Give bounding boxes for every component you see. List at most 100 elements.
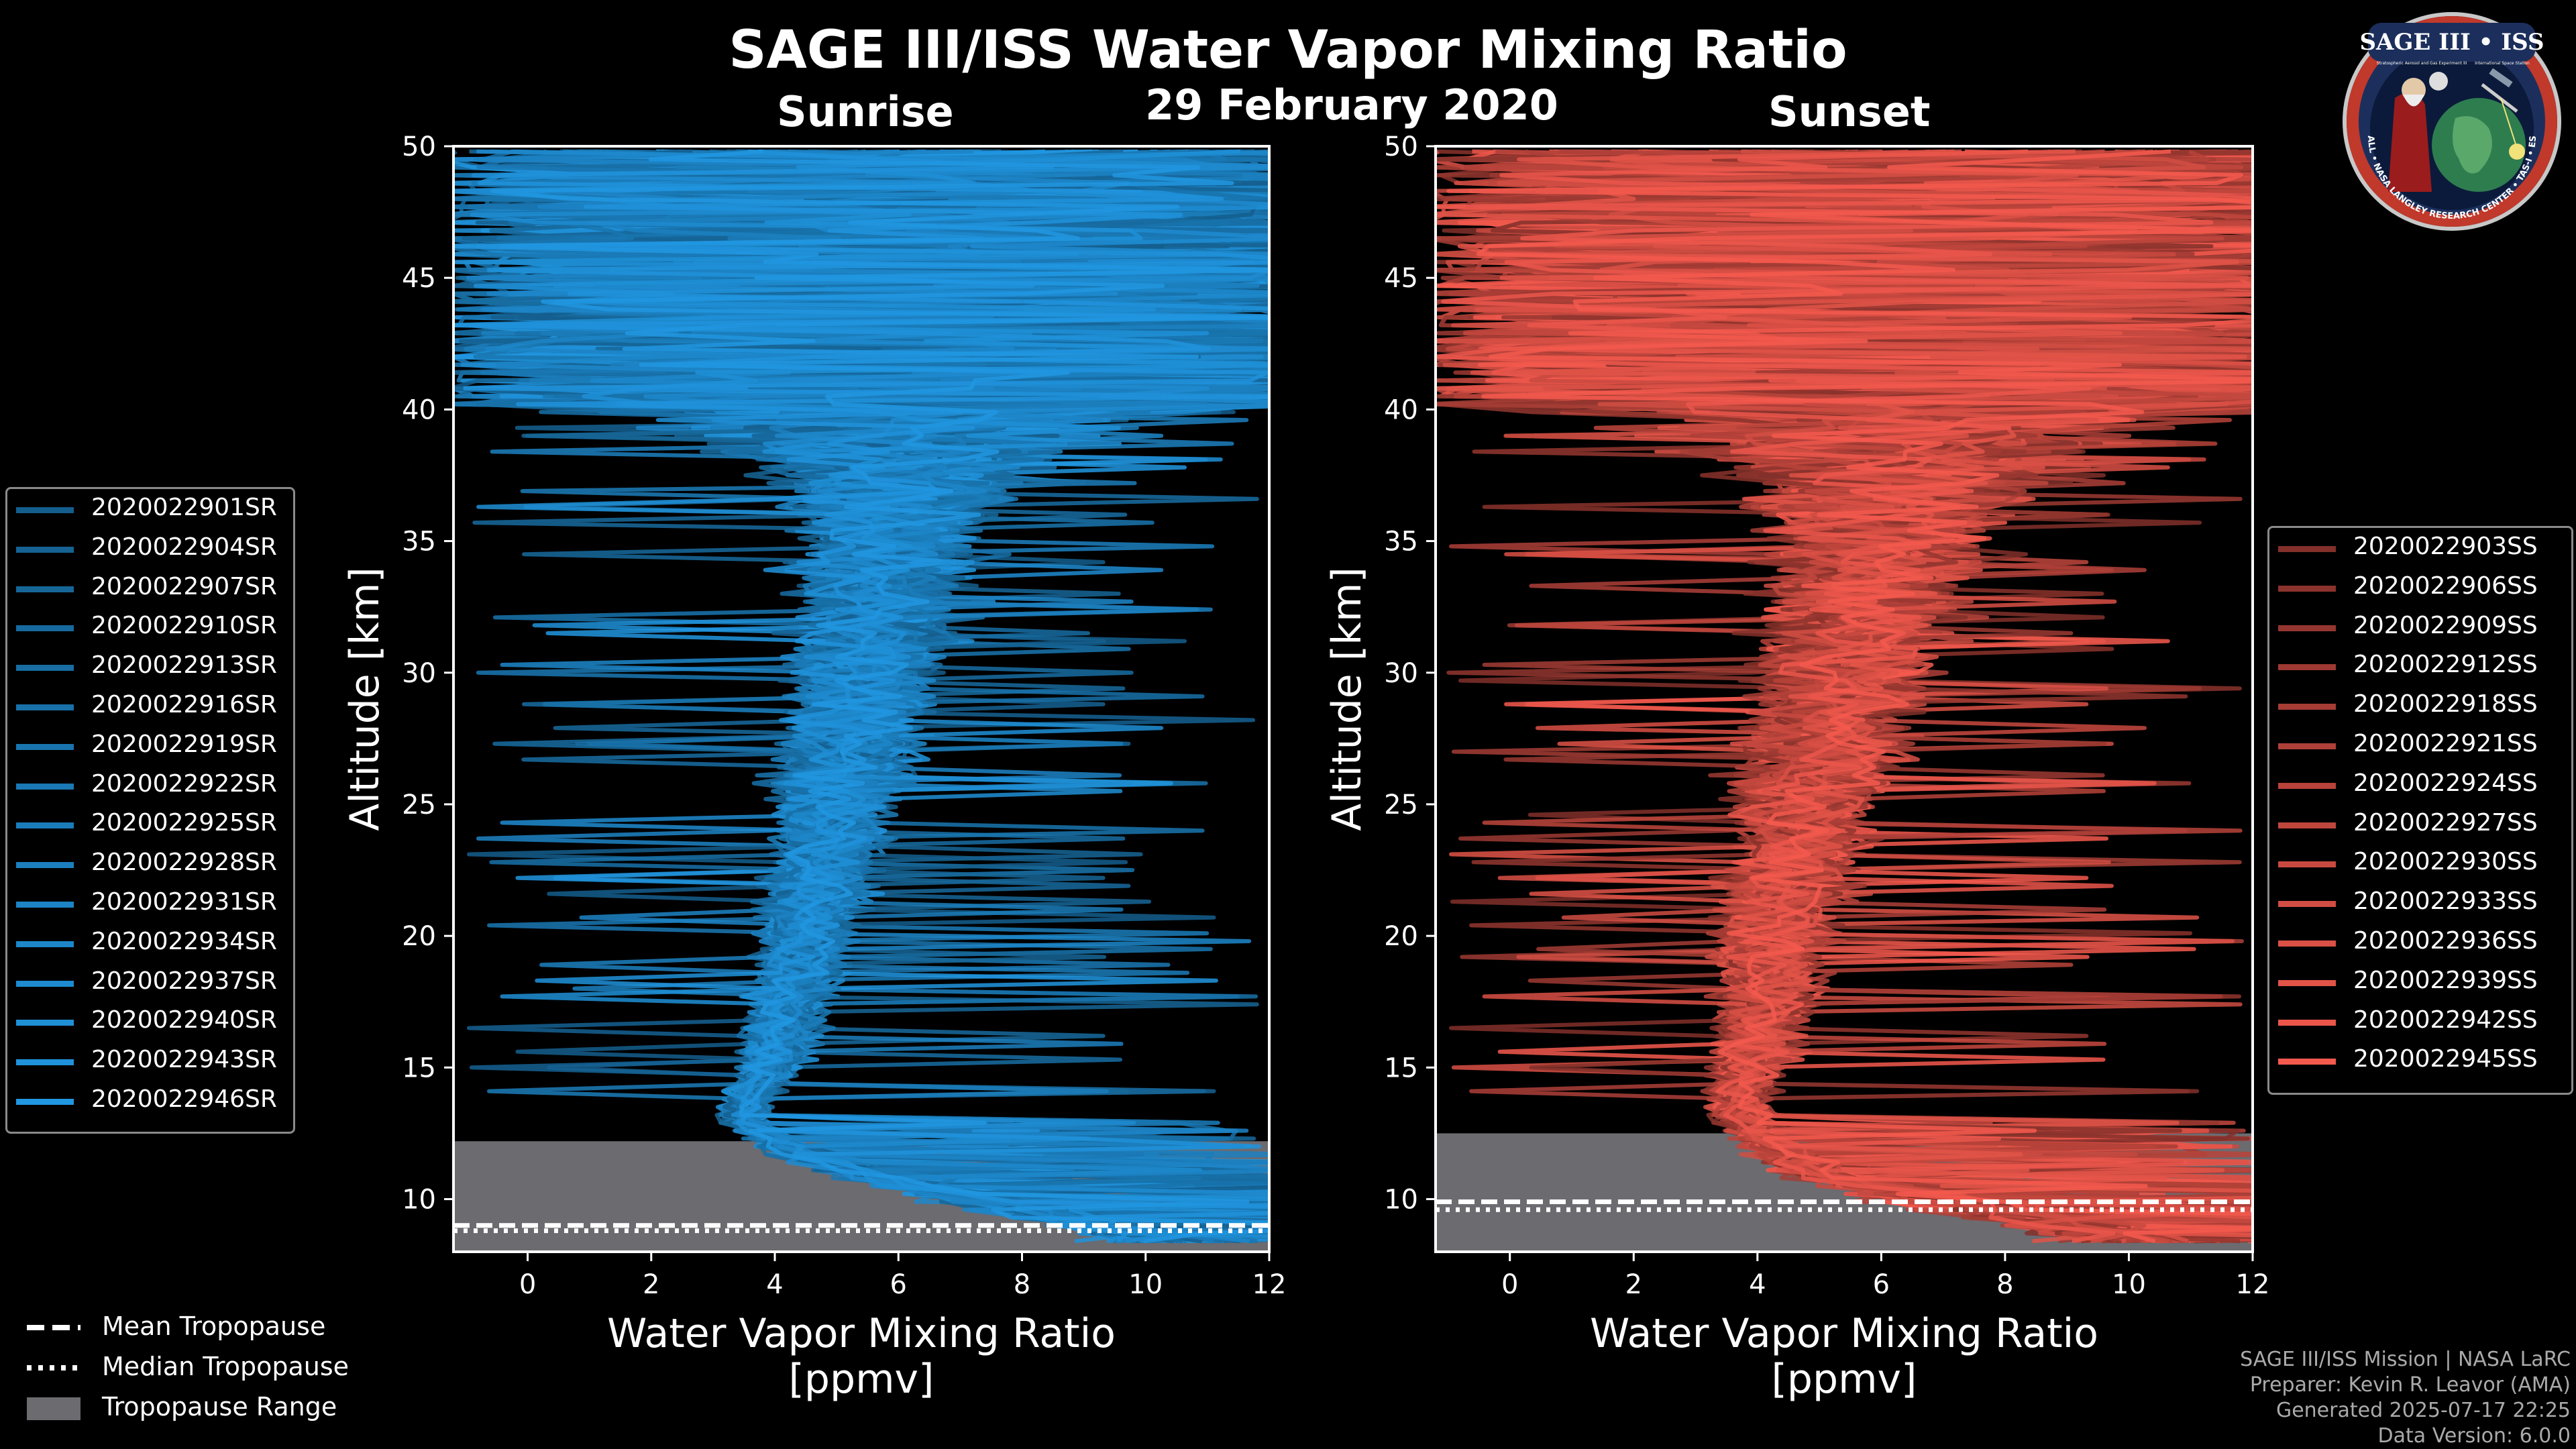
sunrise-profile-2020022946SR <box>453 149 1269 1244</box>
sunset-xtick-label: 8 <box>1996 1269 2013 1300</box>
sunset-xtick-label: 2 <box>1625 1269 1642 1300</box>
sunset-legend-swatch <box>2278 664 2336 671</box>
sunset-legend-swatch <box>2278 782 2336 789</box>
sunset-legend-swatch <box>2278 901 2336 908</box>
sunrise-xtick-label: 10 <box>1128 1269 1163 1300</box>
sunset-legend-swatch <box>2278 1019 2336 1026</box>
sunrise-ytick-label: 25 <box>402 790 436 820</box>
sunset-ytick-label: 25 <box>1384 790 1418 820</box>
sunrise-legend-swatch <box>16 822 74 829</box>
sunset-legend-label: 2020022924SS <box>2353 769 2538 797</box>
sunrise-legend-swatch <box>16 665 74 672</box>
sunset-legend-label: 2020022906SS <box>2353 572 2538 600</box>
sunset-xaxis-label: [ppmv] <box>1772 1356 1917 1403</box>
sunset-xaxis-label: Water Vapor Mixing Ratio <box>1590 1310 2098 1357</box>
sunrise-legend-label: 2020022904SR <box>91 533 277 561</box>
sunrise-legend-label: 2020022943SR <box>91 1046 277 1074</box>
sunset-ytick-label: 30 <box>1384 658 1418 689</box>
sunrise-legend-label: 2020022910SR <box>91 612 277 640</box>
sunset-legend-label: 2020022942SS <box>2353 1006 2538 1034</box>
sunrise-legend-label: 2020022922SR <box>91 769 277 798</box>
sunrise-ytick-label: 50 <box>402 131 436 162</box>
sunrise-profile-2020022931SR <box>453 149 1269 1244</box>
sunset-ytick-label: 10 <box>1384 1185 1418 1216</box>
sunrise-xtick-label: 4 <box>766 1269 783 1300</box>
tropopause-range-swatch <box>27 1397 80 1420</box>
sunset-ytick-label: 45 <box>1384 263 1418 294</box>
sunset-legend-label: 2020022912SS <box>2353 651 2538 679</box>
sunset-ytick-label: 40 <box>1384 394 1418 425</box>
sunrise-ytick-label: 15 <box>402 1053 436 1083</box>
sunset-legend-label: 2020022939SS <box>2353 966 2538 994</box>
sunset-legend-swatch <box>2278 861 2336 868</box>
subtitle-sunrise: Sunrise <box>777 87 954 136</box>
sunset-legend-label: 2020022927SS <box>2353 808 2538 837</box>
sunrise-ytick-label: 45 <box>402 263 436 294</box>
sunrise-plot-frame <box>452 145 1271 1253</box>
credit-line: Data Version: 6.0.0 <box>2377 1424 2571 1448</box>
sunrise-legend-swatch <box>16 1020 74 1026</box>
sunset-legend-swatch <box>2278 941 2336 947</box>
sunrise-xtick-label: 8 <box>1014 1269 1030 1300</box>
credits: SAGE III/ISS Mission | NASA LaRC Prepare… <box>2240 1347 2571 1449</box>
sunset-legend-swatch <box>2278 979 2336 986</box>
sunrise-legend-swatch <box>16 980 74 987</box>
sunset-profile-2020022942SS <box>1436 149 2253 1244</box>
sunset-legend-label: 2020022936SS <box>2353 927 2538 955</box>
sunrise-legend-swatch <box>16 704 74 710</box>
sunset-xtick-label: 6 <box>1873 1269 1890 1300</box>
sunset-legend-swatch <box>2278 743 2336 749</box>
sunrise-legend-swatch <box>16 625 74 632</box>
sunset-profile-2020022921SS <box>1450 149 2253 1244</box>
sunset-ytick-label: 15 <box>1384 1053 1418 1083</box>
logo-title: SAGE III • ISS <box>2359 29 2544 56</box>
sunrise-legend-label: 2020022913SR <box>91 651 277 680</box>
sunrise-xtick-label: 6 <box>890 1269 907 1300</box>
sunset-ytick-label: 35 <box>1384 527 1418 557</box>
sunrise-xtick-label: 0 <box>519 1269 536 1300</box>
sunset-legend-label: 2020022903SS <box>2353 533 2538 560</box>
sunrise-legend-swatch <box>16 1099 74 1105</box>
sunrise-legend-swatch <box>16 1059 74 1066</box>
sunset-legend-label: 2020022909SS <box>2353 611 2538 639</box>
sunset-legend-label: 2020022918SS <box>2353 690 2538 718</box>
sunset-legend-label: 2020022930SS <box>2353 848 2538 876</box>
sunset-profile-2020022936SS <box>1436 149 2253 1244</box>
sunset-xtick-label: 0 <box>1501 1269 1518 1300</box>
sunset-legend-label: 2020022945SS <box>2353 1045 2538 1073</box>
sunset-yaxis-label: Altitude [km] <box>1324 567 1371 831</box>
logo-sub-left: Stratospheric Aerosol and Gas Experiment… <box>2377 61 2467 66</box>
sunset-legend-swatch <box>2278 625 2336 631</box>
sunset-xtick-label: 12 <box>2236 1269 2270 1300</box>
sunset-plot-frame <box>1434 145 2254 1253</box>
mean-tropopause-label: Mean Tropopause <box>102 1311 326 1341</box>
sunrise-xaxis-label: Water Vapor Mixing Ratio <box>607 1310 1116 1357</box>
sunrise-xaxis-label: [ppmv] <box>789 1356 934 1403</box>
sage-iii-iss-logo: SAGE III • ISS Stratospheric Aerosol and… <box>2341 11 2561 231</box>
sunset-xtick-label: 4 <box>1749 1269 1766 1300</box>
sunrise-legend-label: 2020022934SR <box>91 927 277 955</box>
sunrise-legend-label: 2020022937SR <box>91 967 277 995</box>
sunset-legend-label: 2020022933SS <box>2353 888 2538 916</box>
credit-line: Generated 2025-07-17 22:25 <box>2275 1399 2571 1422</box>
sunrise-legend-label: 2020022940SR <box>91 1006 277 1034</box>
subtitle-sunset: Sunset <box>1768 87 1931 136</box>
sunrise-xtick-label: 12 <box>1252 1269 1287 1300</box>
sunrise-legend-swatch <box>16 902 74 908</box>
sunrise-ytick-label: 35 <box>402 527 436 557</box>
figure-date: 29 February 2020 <box>1145 80 1558 129</box>
sunrise-legend-label: 2020022901SR <box>91 494 277 521</box>
sunrise-legend-label: 2020022919SR <box>91 730 277 758</box>
sunrise-legend-swatch <box>16 783 74 790</box>
sunset-xtick-label: 10 <box>2112 1269 2146 1300</box>
sunrise-legend-swatch <box>16 586 74 592</box>
sunset-data-group <box>1436 149 2253 1252</box>
sunrise-legend-swatch <box>16 546 74 553</box>
sunrise-legend-label: 2020022928SR <box>91 849 277 877</box>
figure-title: SAGE III/ISS Water Vapor Mixing Ratio <box>729 20 1847 80</box>
sunset-legend-label: 2020022921SS <box>2353 730 2538 757</box>
sunset-legend-swatch <box>2278 1059 2336 1065</box>
sunrise-legend-label: 2020022916SR <box>91 691 277 718</box>
